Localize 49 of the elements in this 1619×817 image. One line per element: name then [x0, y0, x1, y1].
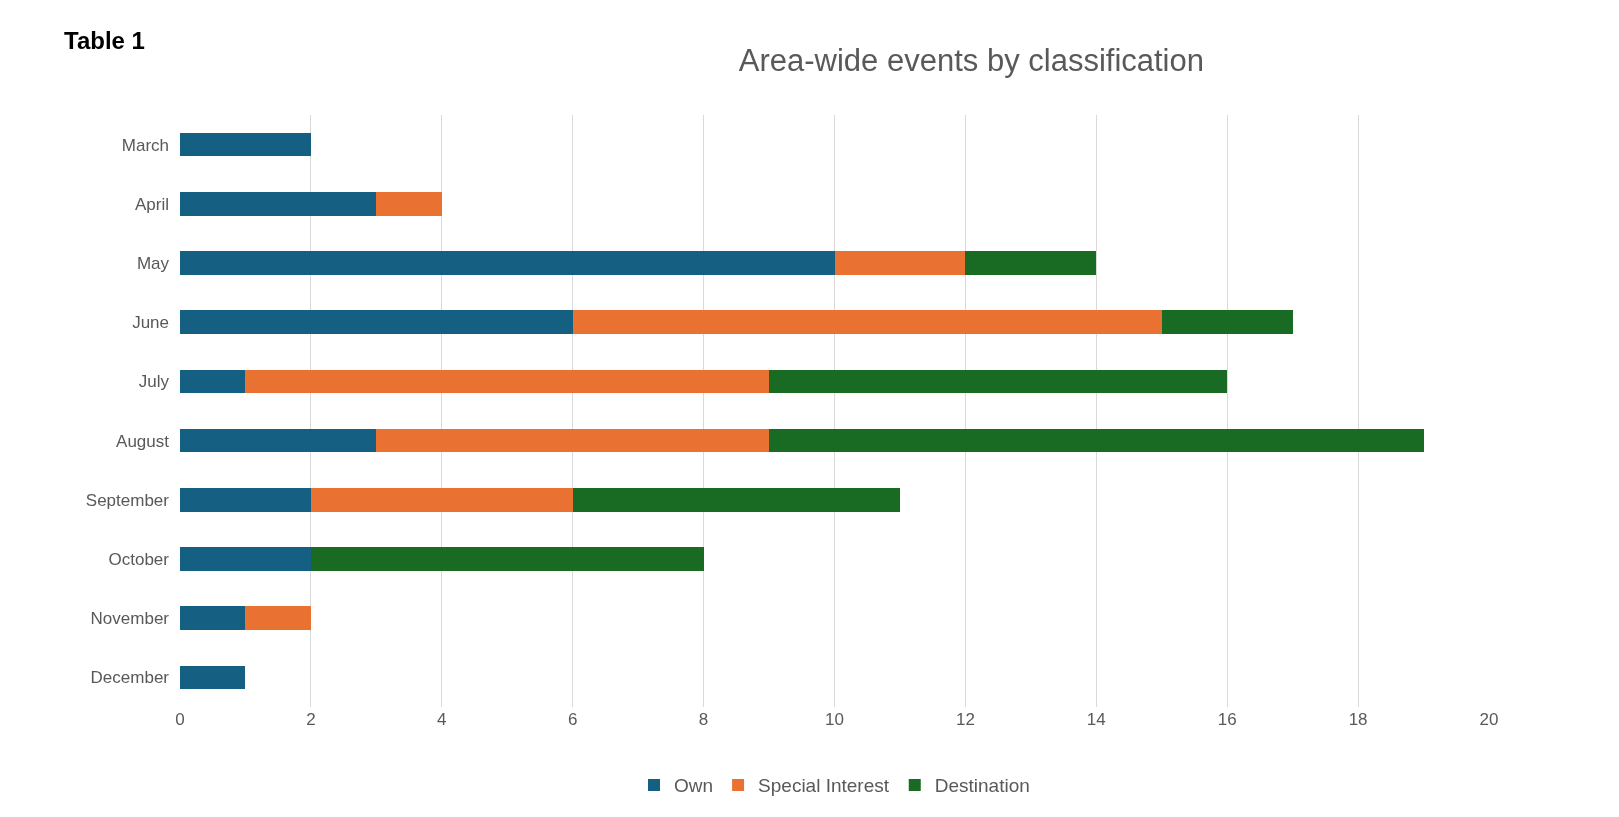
y-tick-label: May: [136, 253, 170, 273]
bar: [769, 369, 1228, 394]
bar: [180, 369, 246, 394]
y-tick-label: March: [121, 135, 169, 155]
y-tick-label: June: [132, 313, 169, 333]
bar: [180, 665, 246, 690]
y-tick-label: October: [108, 549, 170, 569]
x-tick-label: 4: [437, 710, 447, 729]
x-tick-label: 6: [567, 710, 578, 729]
bar: [180, 428, 377, 453]
bar: [1161, 310, 1293, 335]
legend-label: Destination: [934, 775, 1030, 797]
bar: [310, 547, 704, 571]
bar: [180, 251, 835, 275]
y-tick-label: July: [138, 372, 170, 392]
bar: [310, 487, 573, 512]
bar: [245, 369, 770, 394]
bar: [572, 310, 1162, 335]
chart-title: Area-wide events by classification: [738, 42, 1205, 78]
x-tick-label: 8: [698, 710, 709, 729]
bar: [572, 487, 900, 512]
legend-label: Own: [674, 775, 714, 797]
bar: [245, 606, 311, 631]
y-tick-label: December: [90, 668, 170, 688]
bar: [180, 606, 246, 631]
bar: [769, 428, 1424, 453]
bar: [376, 428, 770, 453]
y-tick-label: September: [85, 490, 170, 510]
caption: Table 1: [64, 27, 145, 54]
bar: [180, 132, 311, 157]
legend-label: Special Interest: [758, 775, 890, 797]
x-tick-label: 0: [175, 710, 185, 729]
y-tick-label: August: [116, 431, 170, 451]
bar: [965, 251, 1097, 275]
y-tick-label: November: [90, 609, 170, 629]
x-tick-label: 16: [1217, 710, 1237, 729]
bar: [180, 310, 573, 335]
bar: [180, 191, 377, 216]
x-tick-label: 18: [1348, 710, 1368, 729]
x-tick-label: 14: [1086, 710, 1106, 729]
bar: [180, 487, 311, 512]
bar: [834, 251, 966, 275]
bar: [180, 547, 311, 571]
x-tick-label: 2: [306, 710, 316, 729]
x-tick-label: 12: [955, 710, 975, 729]
y-tick-label: April: [134, 194, 169, 214]
x-tick-label: 10: [825, 710, 844, 729]
x-tick-label: 20: [1479, 710, 1499, 729]
bar: [376, 191, 442, 216]
